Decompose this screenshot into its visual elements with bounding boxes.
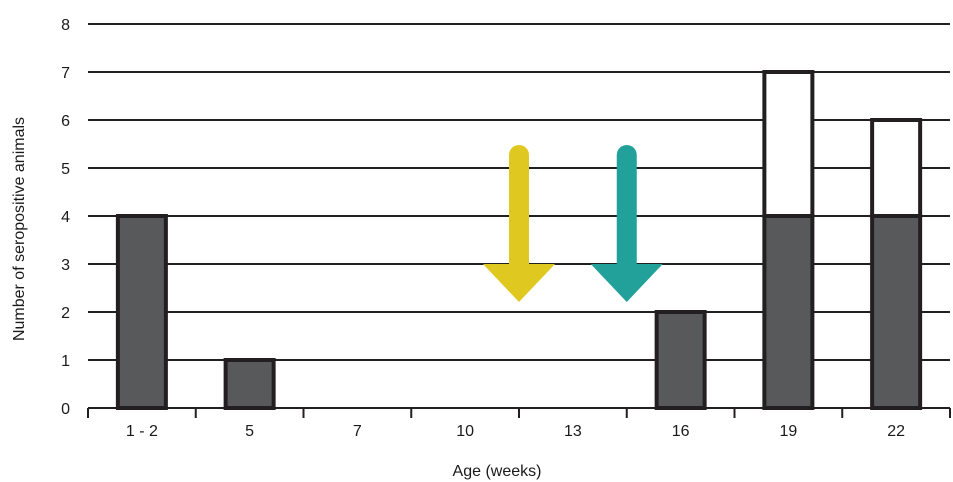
bar-19-series-2 bbox=[762, 70, 815, 218]
x-tick-label-13: 13 bbox=[564, 423, 582, 440]
x-axis-title: Age (weeks) bbox=[453, 463, 542, 480]
bar-22-series-2 bbox=[870, 118, 923, 218]
y-tick-label-0: 0 bbox=[61, 401, 70, 418]
x-axis bbox=[87, 407, 951, 418]
x-tick-label-1-2: 1 - 2 bbox=[126, 423, 158, 440]
y-tick-label-6: 6 bbox=[61, 113, 70, 130]
arrow-head-1 bbox=[483, 264, 555, 302]
y-tick-label-7: 7 bbox=[61, 65, 70, 82]
y-tick-label-8: 8 bbox=[61, 17, 70, 34]
x-tick-label-19: 19 bbox=[779, 423, 797, 440]
y-tick-label-3: 3 bbox=[61, 257, 70, 274]
x-tick-label-5: 5 bbox=[245, 423, 254, 440]
y-tick-label-5: 5 bbox=[61, 161, 70, 178]
bar-5-series-1 bbox=[223, 358, 276, 410]
bars bbox=[115, 70, 923, 410]
bar-16-series-1 bbox=[654, 310, 707, 410]
x-tick-label-22: 22 bbox=[887, 423, 905, 440]
y-tick-label-4: 4 bbox=[61, 209, 70, 226]
arrows bbox=[483, 145, 663, 302]
x-tick-label-10: 10 bbox=[456, 423, 474, 440]
bar-22-series-1 bbox=[870, 214, 923, 410]
bar-1-2-series-1 bbox=[115, 214, 168, 410]
y-tick-labels: 0 1 2 3 4 5 6 7 8 bbox=[61, 17, 70, 418]
x-tick-labels: 1 - 2 5 7 10 13 16 19 22 bbox=[126, 423, 905, 440]
y-axis-title: Number of seropositive animals bbox=[11, 117, 28, 341]
y-tick-label-2: 2 bbox=[61, 305, 70, 322]
x-tick-label-7: 7 bbox=[353, 423, 362, 440]
arrow-head-2 bbox=[590, 264, 663, 302]
y-tick-label-1: 1 bbox=[61, 353, 70, 370]
x-tick-label-16: 16 bbox=[672, 423, 690, 440]
bar-19-series-1 bbox=[762, 214, 815, 410]
